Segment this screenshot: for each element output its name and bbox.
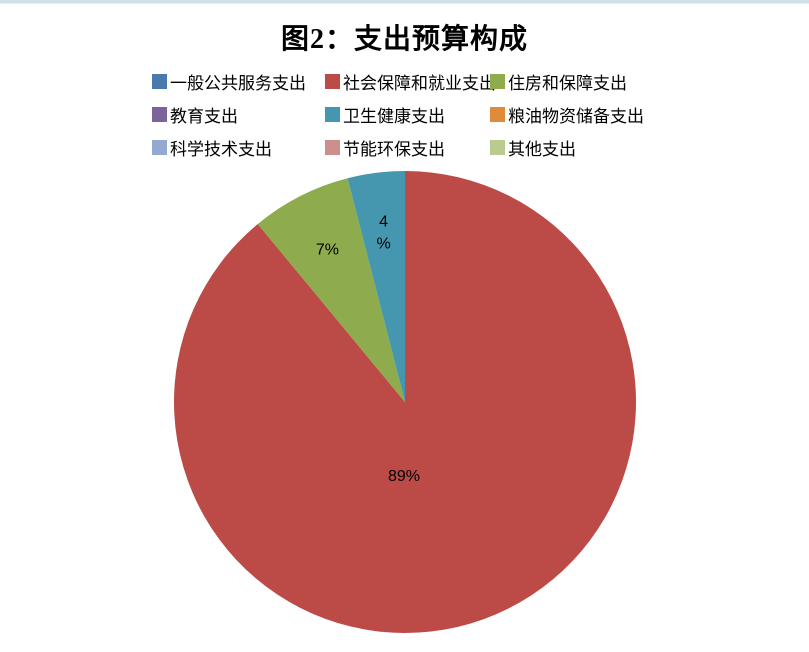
legend-item[interactable]: 其他支出 — [490, 137, 670, 159]
pie-slice[interactable] — [174, 170, 637, 633]
legend-swatch-icon — [152, 74, 167, 89]
pie-chart: 图2：支出预算构成 一般公共服务支出 社会保障和就业支出 住房和保障支出教育支出 卫生… — [0, 5, 809, 652]
legend-swatch-icon — [490, 74, 505, 89]
pie-data-label: 4% — [376, 213, 390, 252]
legend-item[interactable]: 粮油物资储备支出 — [490, 104, 670, 126]
legend-label: 粮油物资储备支出 — [508, 107, 644, 126]
legend-swatch-icon — [152, 107, 167, 122]
legend-item[interactable]: 科学技术支出 — [152, 137, 325, 159]
legend-swatch-icon — [490, 140, 505, 155]
legend-label: 其他支出 — [508, 140, 576, 159]
legend-item[interactable]: 一般公共服务支出 — [152, 71, 325, 93]
pie-data-label: 89% — [388, 468, 420, 485]
legend-swatch-icon — [325, 74, 340, 89]
legend-label: 卫生健康支出 — [343, 107, 445, 126]
window-top-strip — [0, 0, 809, 4]
legend-swatch-icon — [152, 140, 167, 155]
chart-title: 图2：支出预算构成 — [280, 24, 528, 55]
legend-item[interactable]: 社会保障和就业支出 — [325, 71, 496, 93]
pie-data-label: 7% — [316, 242, 339, 259]
legend-label: 住房和保障支出 — [508, 74, 627, 93]
legend-swatch-icon — [325, 107, 340, 122]
legend-label: 科学技术支出 — [170, 140, 272, 159]
legend-label: 一般公共服务支出 — [170, 74, 306, 93]
legend-label: 教育支出 — [170, 107, 238, 126]
chart-legend: 一般公共服务支出 社会保障和就业支出 住房和保障支出教育支出 卫生健康支出 粮油物资储备… — [152, 71, 670, 159]
legend-label: 节能环保支出 — [343, 140, 445, 159]
legend-label: 社会保障和就业支出 — [343, 74, 496, 93]
legend-swatch-icon — [325, 140, 340, 155]
legend-item[interactable]: 教育支出 — [152, 104, 325, 126]
pie-slice[interactable] — [347, 171, 405, 402]
pie-plot-area: 89% 7% 4% — [174, 170, 637, 633]
legend-item[interactable]: 节能环保支出 — [325, 137, 490, 159]
legend-swatch-icon — [490, 107, 505, 122]
pie-slice[interactable] — [257, 178, 405, 402]
legend-item[interactable]: 卫生健康支出 — [325, 104, 490, 126]
legend-item[interactable]: 住房和保障支出 — [490, 71, 670, 93]
